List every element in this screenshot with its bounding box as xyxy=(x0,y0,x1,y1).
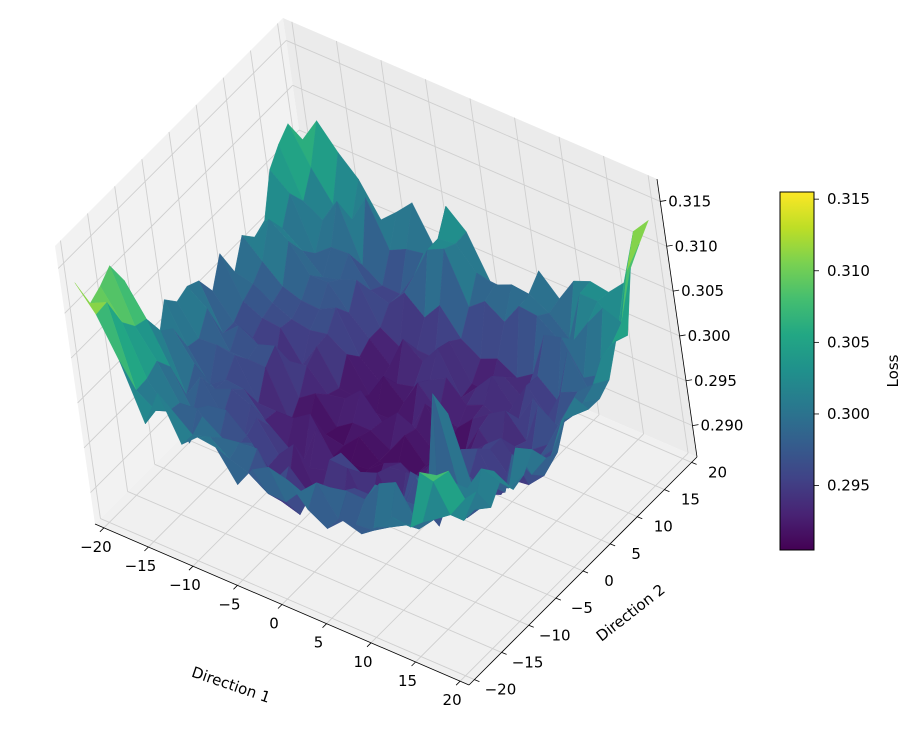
x-tick-mark xyxy=(455,680,461,686)
z-tick-mark xyxy=(673,289,680,292)
y-tick-mark xyxy=(691,462,697,465)
x-tick-label: 5 xyxy=(314,634,324,652)
y-tick-mark xyxy=(664,489,670,492)
z-tick-label: 0.290 xyxy=(700,417,743,435)
x-tick-mark xyxy=(144,546,149,552)
z-tick-mark xyxy=(666,244,673,247)
grid-line-z xyxy=(286,40,661,202)
colorbar-tick-label: 0.315 xyxy=(827,190,870,208)
colorbar-tick-label: 0.310 xyxy=(827,262,870,280)
grid-line-z xyxy=(64,84,293,314)
x-tick-mark xyxy=(411,661,416,667)
grid-line-y xyxy=(59,240,101,519)
y-tick-mark xyxy=(637,516,643,520)
grid-line-y xyxy=(154,463,529,626)
x-axis-label: Direction 1 xyxy=(189,663,272,707)
axis-ticks: −20−15−10−505101520−20−15−10−5051015200.… xyxy=(80,192,743,709)
z-tick-mark xyxy=(660,200,667,202)
grid-line-y xyxy=(100,518,475,680)
y-tick-label: −10 xyxy=(539,626,571,644)
colorbar xyxy=(779,191,815,551)
y-tick-mark xyxy=(528,624,534,628)
y-tick-label: −5 xyxy=(571,599,593,617)
x-tick-label: 20 xyxy=(443,691,462,709)
z-tick-mark xyxy=(692,424,699,427)
y-tick-label: 5 xyxy=(631,545,641,563)
z-tick-mark xyxy=(685,379,693,382)
y-tick-mark xyxy=(555,597,562,601)
y-axis-label: Direction 2 xyxy=(593,580,669,645)
y-tick-mark xyxy=(474,679,480,682)
grid-line-z xyxy=(57,40,287,269)
z-tick-label: 0.310 xyxy=(675,237,718,255)
grid-line-z xyxy=(298,129,674,292)
x-tick-label: 15 xyxy=(398,672,417,690)
y-tick-label: 20 xyxy=(708,463,727,481)
surface-facet xyxy=(419,470,449,482)
x-tick-mark xyxy=(99,527,105,533)
y-tick-label: 10 xyxy=(654,518,673,536)
x-tick-mark xyxy=(366,642,372,648)
x-tick-label: 10 xyxy=(354,653,373,671)
z-tick-label: 0.300 xyxy=(688,327,731,345)
x-tick-label: −20 xyxy=(80,538,112,556)
x-tick-label: 0 xyxy=(269,615,279,633)
y-tick-mark xyxy=(609,543,616,547)
colorbar-tick-label: 0.305 xyxy=(827,333,870,351)
loss-surface xyxy=(74,119,649,535)
x-tick-label: −15 xyxy=(125,557,157,575)
grid-line-z xyxy=(292,84,667,247)
colorbar-tick-label: 0.300 xyxy=(827,405,870,423)
colorbar-label: Loss xyxy=(884,354,902,387)
colorbar-ticks: 0.295 0.300 0.305 0.310 0.315 xyxy=(814,190,870,495)
z-tick-label: 0.315 xyxy=(668,192,711,210)
x-tick-label: −5 xyxy=(218,595,240,613)
x-tick-mark xyxy=(277,604,283,609)
z-tick-label: 0.305 xyxy=(681,282,724,300)
y-tick-label: 15 xyxy=(681,491,700,509)
grid-line-x xyxy=(647,175,689,454)
y-tick-label: 0 xyxy=(604,572,614,590)
y-tick-mark xyxy=(582,570,589,574)
z-axis-line xyxy=(656,178,698,458)
x-tick-label: −10 xyxy=(169,576,201,594)
colorbar-tick-label: 0.295 xyxy=(827,477,870,495)
grid-line-y xyxy=(87,213,129,492)
x-tick-mark xyxy=(322,623,327,628)
grid-line-y xyxy=(127,491,502,653)
x-tick-mark xyxy=(188,565,194,571)
x-tick-mark xyxy=(233,585,238,590)
y-tick-label: −20 xyxy=(485,681,517,699)
y-tick-label: −15 xyxy=(512,653,544,671)
y-tick-mark xyxy=(501,652,507,655)
z-tick-mark xyxy=(679,334,686,337)
z-tick-label: 0.295 xyxy=(694,372,737,390)
